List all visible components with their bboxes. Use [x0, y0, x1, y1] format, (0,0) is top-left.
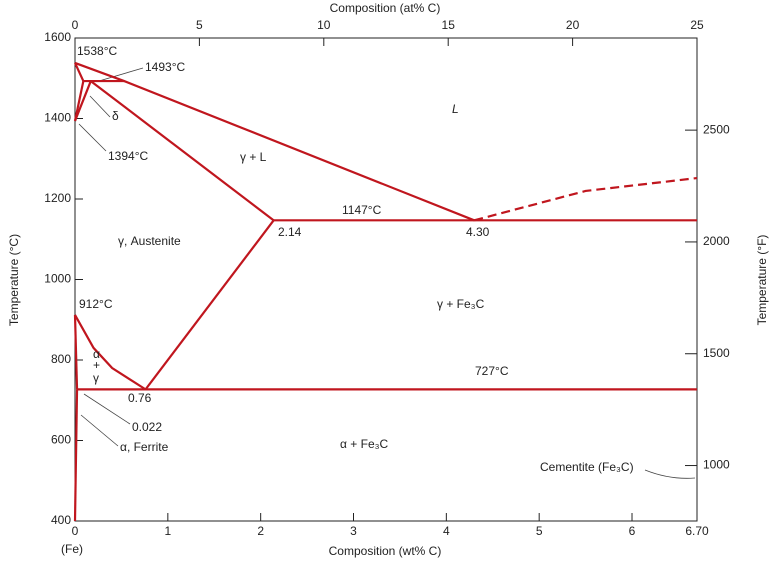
annotation: α, Ferrite — [120, 440, 169, 454]
phase-boundary — [473, 176, 698, 222]
y-tick-label: 1600 — [44, 30, 71, 44]
phase-boundary — [73, 314, 79, 390]
y-tick-label: 800 — [51, 352, 71, 366]
annotation: 1538°C — [77, 44, 117, 58]
x2-tick-label: 15 — [442, 18, 456, 32]
phase-boundary — [73, 80, 85, 122]
x-tick-label: 6.70 — [685, 524, 709, 538]
annotation: 2.14 — [278, 225, 302, 239]
x-tick-label: 1 — [164, 524, 171, 538]
annotation: δ — [112, 109, 119, 123]
y-axis-label: Temperature (°C) — [7, 234, 21, 326]
phase-boundary — [144, 219, 275, 391]
phase-boundary — [74, 61, 475, 222]
phase-boundary — [90, 80, 275, 222]
y2-tick-label: 2000 — [703, 234, 730, 248]
annotation: γ + L — [240, 150, 267, 164]
annotation: α — [93, 347, 100, 361]
y2-axis-label: Temperature (°F) — [755, 235, 769, 326]
y2-tick-label: 2500 — [703, 122, 730, 136]
annotation: 4.30 — [466, 225, 490, 239]
x2-tick-label: 5 — [196, 18, 203, 32]
x2-tick-label: 25 — [690, 18, 704, 32]
x-axis-label: Composition (wt% C) — [329, 544, 442, 558]
annotation: 1394°C — [108, 149, 148, 163]
y-tick-label: 1200 — [44, 191, 71, 205]
y-tick-label: 400 — [51, 513, 71, 527]
annotation: 727°C — [475, 364, 509, 378]
phase-boundary — [73, 389, 79, 522]
annotation: 1493°C — [145, 60, 185, 74]
x-origin-label: (Fe) — [61, 542, 83, 556]
annotation: + — [93, 358, 100, 372]
y-tick-label: 600 — [51, 433, 71, 447]
annotation: 912°C — [79, 297, 113, 311]
annotation: Cementite (Fe₃C) — [540, 460, 634, 474]
x2-axis-label: Composition (at% C) — [330, 1, 441, 15]
annotation: γ — [93, 371, 99, 385]
x-tick-label: 6 — [629, 524, 636, 538]
annotation: γ + Fe₃C — [437, 297, 485, 311]
y2-tick-label: 1500 — [703, 346, 730, 360]
x-tick-label: 5 — [536, 524, 543, 538]
annotation: 0.022 — [132, 420, 162, 434]
phase-boundary — [73, 80, 92, 122]
x-tick-label: 4 — [443, 524, 450, 538]
x2-tick-label: 0 — [72, 18, 79, 32]
y2-tick-label: 1000 — [703, 458, 730, 472]
x2-tick-label: 10 — [317, 18, 331, 32]
phase-boundary — [74, 62, 85, 82]
x-tick-label: 3 — [350, 524, 357, 538]
annotation: 0.76 — [128, 391, 152, 405]
annotation: L — [452, 102, 459, 116]
x-tick-label: 2 — [257, 524, 264, 538]
annotation: γ, Austenite — [118, 234, 181, 248]
x-tick-label: 0 — [72, 524, 79, 538]
y-tick-label: 1000 — [44, 272, 71, 286]
arrows — [78, 67, 696, 479]
annotation: 1147°C — [342, 203, 382, 217]
annotation: α + Fe₃C — [340, 437, 389, 451]
x2-tick-label: 20 — [566, 18, 580, 32]
phase-boundary — [74, 314, 147, 391]
y-tick-label: 1400 — [44, 111, 71, 125]
